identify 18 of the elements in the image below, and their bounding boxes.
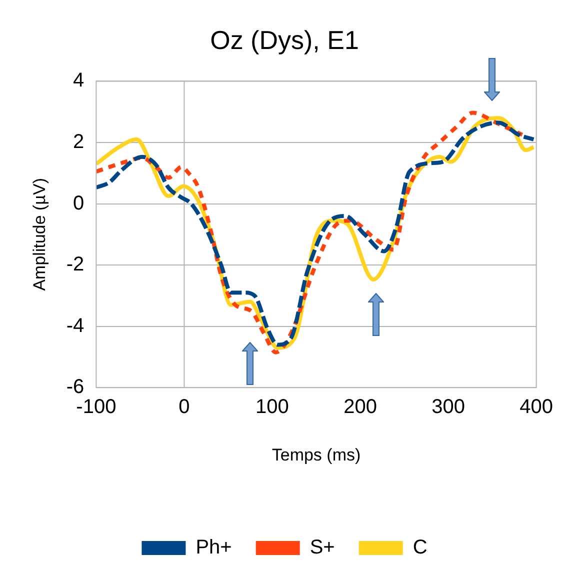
x-tick-label: 300 [432,396,465,418]
legend-label: Ph+ [196,536,232,559]
y-tick-label: -4 [66,314,84,337]
x-tick-label: 200 [344,396,377,418]
y-tick-label: 0 [73,192,84,214]
legend-label: S+ [310,536,335,559]
legend-label: C [412,536,428,559]
x-tick-label: -100 [76,396,116,418]
y-tick-label: -2 [66,254,84,276]
x-tick-label: 0 [178,396,190,418]
x-tick-label: 400 [520,396,554,418]
y-tick-label: 2 [73,130,84,153]
x-tick-label: 100 [256,396,289,418]
y-axis-title: Amplitude (µV) [30,178,49,291]
chart-title: Oz (Dys), E1 [210,24,359,55]
x-axis-title: Temps (ms) [272,445,361,464]
y-tick-label: 4 [73,70,84,92]
y-tick-label: -6 [66,376,84,398]
